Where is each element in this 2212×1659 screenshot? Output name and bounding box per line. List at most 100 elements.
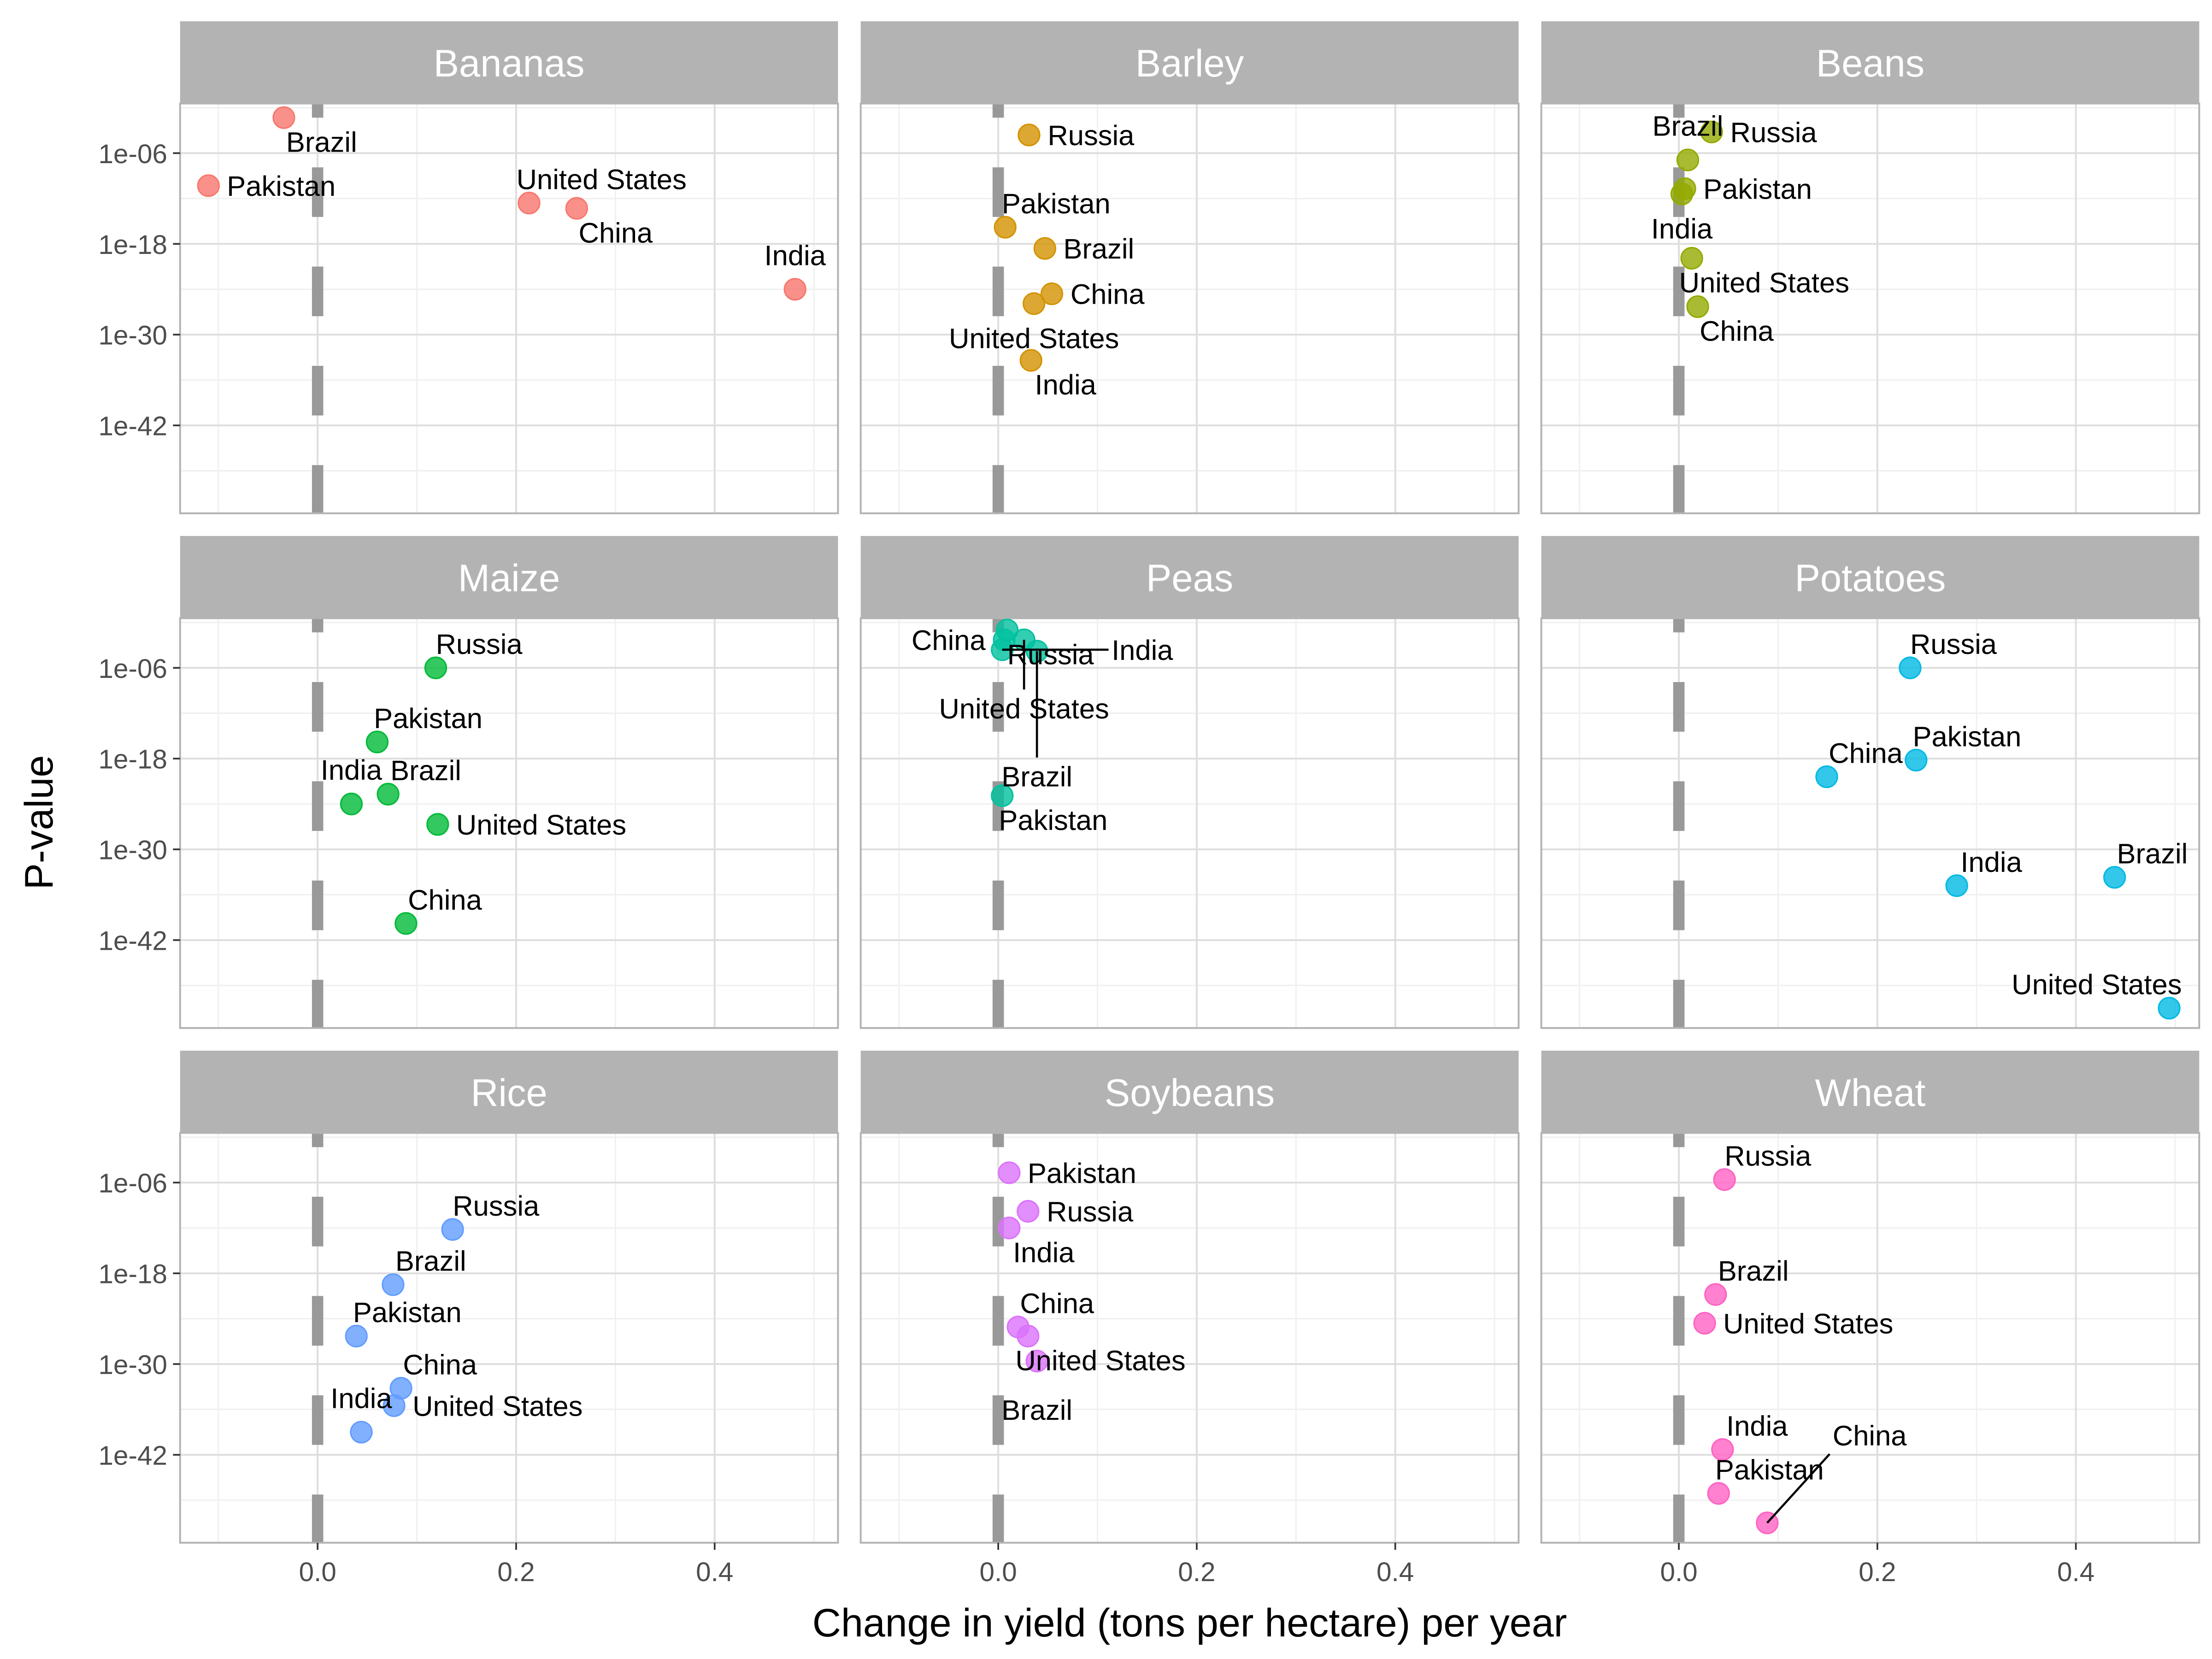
data-point <box>783 278 806 301</box>
panel-border <box>1540 102 2200 514</box>
point-label: China <box>1829 737 1903 769</box>
point-label: Brazil <box>1001 761 1072 793</box>
point-label: Brazil <box>1063 233 1134 265</box>
y-axis-title: P-value <box>17 755 61 890</box>
facet-strip <box>860 536 1519 618</box>
point-label: United States <box>1723 1308 1893 1340</box>
plot-background <box>1541 103 2200 513</box>
point-label: Russia <box>1724 1141 1812 1172</box>
facet-strip <box>1541 536 2200 618</box>
data-point <box>394 912 418 935</box>
data-point <box>1707 1482 1730 1505</box>
data-point <box>382 1394 406 1417</box>
data-point <box>998 1161 1021 1184</box>
x-tick-label: 0.0 <box>980 1557 1017 1587</box>
facet-panel-barley: Barley Russia Pakistan Brazil China United St… <box>859 21 1520 514</box>
point-label: United States <box>939 693 1109 725</box>
plot-background <box>860 1133 1519 1543</box>
x-tick-label: 0.2 <box>1178 1557 1215 1587</box>
point-label: India <box>1013 1237 1075 1269</box>
facet-panel-rice: Rice Russia Brazil Pakistan China United Stat… <box>99 1051 839 1587</box>
y-tick-label: 1e-42 <box>99 1441 168 1471</box>
panel-border <box>179 617 839 1029</box>
point-label: Brazil <box>2117 838 2188 870</box>
plot-background <box>860 103 1519 513</box>
point-label: China <box>1020 1288 1094 1320</box>
facet-panel-bananas: Bananas Brazil Pakistan United States China I… <box>99 21 839 514</box>
x-tick-label: 0.0 <box>299 1557 336 1587</box>
x-axis-title: Change in yield (tons per hectare) per y… <box>812 1601 1567 1645</box>
point-label: Brazil <box>390 755 461 787</box>
point-label: Pakistan <box>1703 174 1812 206</box>
data-point <box>565 197 588 220</box>
facet-strip-label: Maize <box>458 557 560 600</box>
point-label: Pakistan <box>1002 188 1111 220</box>
panel-border <box>859 1132 1520 1544</box>
data-point <box>991 784 1014 807</box>
data-point <box>1018 124 1041 147</box>
y-tick-label: 1e-06 <box>99 139 168 169</box>
data-point <box>350 1421 373 1444</box>
data-point <box>345 1324 368 1347</box>
facet-strip <box>1541 21 2200 104</box>
data-point <box>1670 182 1694 206</box>
y-tick-label: 1e-42 <box>99 412 168 441</box>
point-label: Brazil <box>395 1246 466 1277</box>
data-point <box>1815 765 1838 788</box>
plot-background <box>860 618 1519 1028</box>
x-tick-label: 0.2 <box>497 1557 535 1587</box>
label-leader-lines <box>1766 1453 1830 1524</box>
point-label: China <box>1700 316 1774 347</box>
data-point <box>1700 120 1723 143</box>
data-point <box>1945 874 1968 897</box>
facet-strip-label: Potatoes <box>1795 557 1946 600</box>
data-point <box>1017 1324 1040 1347</box>
point-label: United States <box>2012 969 2182 1001</box>
point-label: India <box>1726 1410 1788 1442</box>
facet-strip-label: Rice <box>471 1071 547 1114</box>
data-point <box>1040 282 1064 306</box>
facet-strip-label: Wheat <box>1815 1071 1925 1114</box>
x-tick-label: 0.4 <box>1377 1557 1414 1587</box>
point-label: Pakistan <box>227 171 335 202</box>
data-point <box>1025 1349 1048 1373</box>
point-label: Pakistan <box>374 703 482 735</box>
data-point <box>424 656 447 679</box>
point-label: United States <box>1679 267 1849 299</box>
data-point <box>518 191 541 215</box>
point-label: India <box>1960 847 2022 878</box>
point-label: China <box>1071 279 1145 311</box>
facet-strip <box>180 536 838 618</box>
y-tick-label: 1e-18 <box>99 745 168 775</box>
y-tick-label: 1e-30 <box>99 1350 168 1380</box>
point-label: Brazil <box>1718 1255 1789 1287</box>
data-point <box>365 730 389 753</box>
point-label: Pakistan <box>353 1297 462 1329</box>
point-label: Russia <box>1007 639 1094 671</box>
point-label: United States <box>517 164 687 196</box>
facet-strip-label: Beans <box>1816 42 1925 85</box>
y-tick-label: 1e-30 <box>99 835 168 865</box>
data-point <box>994 216 1017 239</box>
point-label: United States <box>1015 1345 1185 1377</box>
y-tick-label: 1e-06 <box>99 1169 168 1199</box>
data-point <box>1023 292 1046 315</box>
point-label: United States <box>456 809 626 841</box>
point-label: Pakistan <box>1715 1454 1824 1486</box>
plot-background <box>1541 1133 2200 1543</box>
y-tick-label: 1e-42 <box>99 926 168 956</box>
y-tick-label: 1e-18 <box>99 230 168 260</box>
point-label: India <box>321 754 382 786</box>
point-label: Pakistan <box>1028 1158 1136 1189</box>
point-label: Brazil <box>286 126 357 158</box>
data-point <box>1033 237 1057 260</box>
facet-panel-potatoes: Potatoes Russia Pakistan China Brazil India Un… <box>1540 536 2200 1029</box>
label-leader-line <box>1766 1453 1830 1524</box>
data-point <box>998 1217 1021 1240</box>
point-label: Russia <box>1730 117 1818 148</box>
point-label: Russia <box>436 629 523 660</box>
